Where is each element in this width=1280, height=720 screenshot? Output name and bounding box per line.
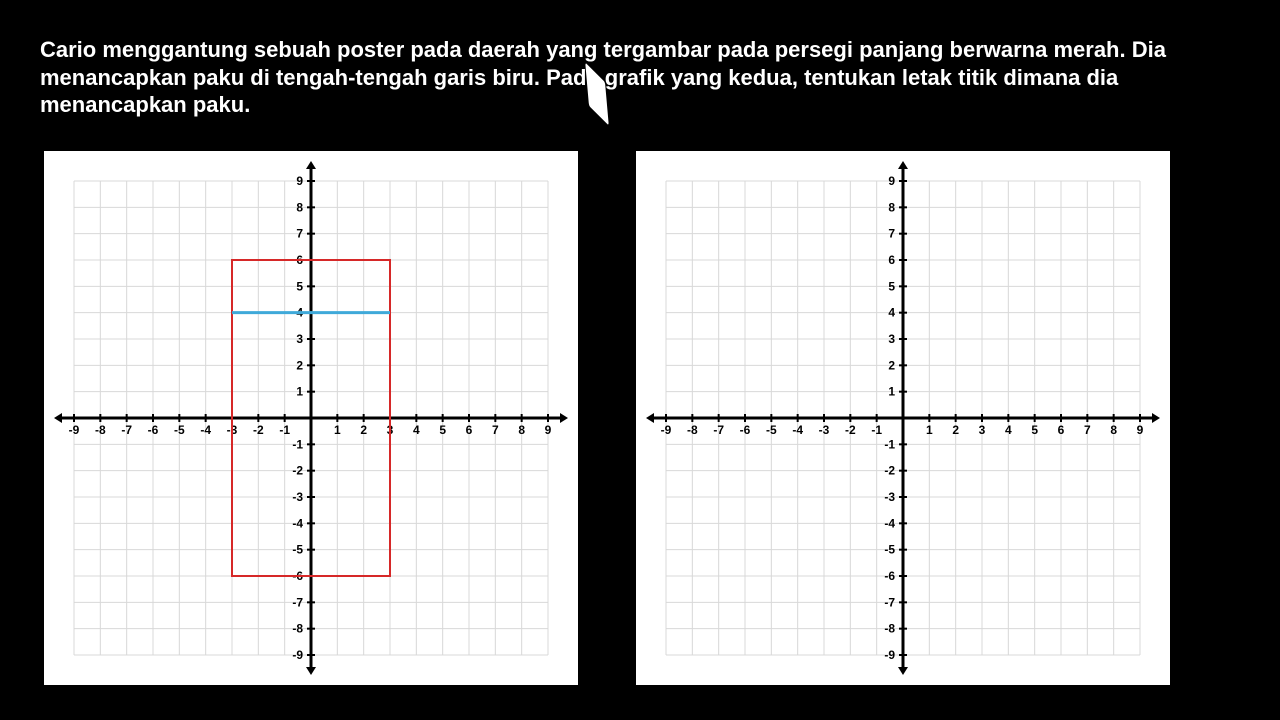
- svg-text:9: 9: [1137, 423, 1144, 437]
- svg-text:-5: -5: [292, 542, 303, 556]
- svg-text:1: 1: [888, 384, 895, 398]
- svg-text:-9: -9: [292, 648, 303, 662]
- svg-text:7: 7: [296, 226, 303, 240]
- left-grid-panel: -9-8-7-6-5-4-3-2-1123456789-9-8-7-6-5-4-…: [44, 151, 578, 685]
- svg-text:-3: -3: [819, 423, 830, 437]
- svg-text:7: 7: [492, 423, 499, 437]
- svg-text:2: 2: [296, 358, 303, 372]
- svg-text:-2: -2: [884, 463, 895, 477]
- svg-text:3: 3: [296, 332, 303, 346]
- svg-text:5: 5: [1031, 423, 1038, 437]
- svg-text:-4: -4: [200, 423, 211, 437]
- svg-text:3: 3: [979, 423, 986, 437]
- svg-text:-6: -6: [884, 569, 895, 583]
- svg-text:-1: -1: [884, 437, 895, 451]
- svg-text:8: 8: [296, 200, 303, 214]
- svg-text:-5: -5: [884, 542, 895, 556]
- right-grid-panel: -9 -8 -7 -6 -5 -4 -3 -2 -1 1 2 3 4 5 6 7 8 9 -9 -8 -7 -6 -5 -4 -…: [636, 151, 1170, 685]
- svg-text:-7: -7: [292, 595, 303, 609]
- svg-text:-7: -7: [121, 423, 132, 437]
- svg-text:-4: -4: [292, 516, 303, 530]
- svg-text:-7: -7: [884, 595, 895, 609]
- svg-text:-6: -6: [148, 423, 159, 437]
- svg-text:-9: -9: [884, 648, 895, 662]
- svg-text:-2: -2: [292, 463, 303, 477]
- svg-text:9: 9: [296, 174, 303, 188]
- svg-text:4: 4: [413, 423, 420, 437]
- svg-text:-9: -9: [69, 423, 80, 437]
- svg-text:-3: -3: [292, 490, 303, 504]
- svg-text:-1: -1: [279, 423, 290, 437]
- right-coordinate-grid[interactable]: -9 -8 -7 -6 -5 -4 -3 -2 -1 1 2 3 4 5 6 7 8 9 -9 -8 -7 -6 -5 -4 -…: [636, 151, 1170, 685]
- svg-text:8: 8: [1110, 423, 1117, 437]
- svg-text:-8: -8: [95, 423, 106, 437]
- svg-text:2: 2: [952, 423, 959, 437]
- svg-text:-8: -8: [884, 621, 895, 635]
- svg-text:6: 6: [888, 253, 895, 267]
- svg-text:-1: -1: [871, 423, 882, 437]
- svg-text:-4: -4: [792, 423, 803, 437]
- svg-text:-7: -7: [713, 423, 724, 437]
- svg-text:8: 8: [518, 423, 525, 437]
- svg-text:5: 5: [888, 279, 895, 293]
- svg-text:7: 7: [1084, 423, 1091, 437]
- svg-text:9: 9: [545, 423, 552, 437]
- svg-text:5: 5: [296, 279, 303, 293]
- svg-text:-4: -4: [884, 516, 895, 530]
- svg-text:-6: -6: [740, 423, 751, 437]
- svg-text:-9: -9: [661, 423, 672, 437]
- svg-text:6: 6: [466, 423, 473, 437]
- svg-text:1: 1: [926, 423, 933, 437]
- svg-text:2: 2: [360, 423, 367, 437]
- svg-text:-8: -8: [687, 423, 698, 437]
- left-coordinate-grid: -9-8-7-6-5-4-3-2-1123456789-9-8-7-6-5-4-…: [44, 151, 578, 685]
- svg-text:2: 2: [888, 358, 895, 372]
- svg-text:3: 3: [888, 332, 895, 346]
- svg-text:1: 1: [334, 423, 341, 437]
- svg-text:1: 1: [296, 384, 303, 398]
- svg-text:6: 6: [1058, 423, 1065, 437]
- svg-text:-3: -3: [884, 490, 895, 504]
- svg-text:-5: -5: [766, 423, 777, 437]
- svg-text:4: 4: [888, 305, 895, 319]
- question-text: Cario menggantung sebuah poster pada dae…: [0, 0, 1280, 131]
- svg-text:4: 4: [1005, 423, 1012, 437]
- svg-text:9: 9: [888, 174, 895, 188]
- svg-text:7: 7: [888, 226, 895, 240]
- svg-text:-2: -2: [845, 423, 856, 437]
- svg-text:5: 5: [439, 423, 446, 437]
- svg-text:8: 8: [888, 200, 895, 214]
- svg-text:-8: -8: [292, 621, 303, 635]
- svg-text:-1: -1: [292, 437, 303, 451]
- svg-text:-5: -5: [174, 423, 185, 437]
- charts-container: -9 -8 -7 -6 -5 -4 -3 -2 -1 1 2 3 4 5 6 7 8 9 -9 -8 -7 -6 -5 -4 -…: [0, 131, 1280, 685]
- svg-text:-2: -2: [253, 423, 264, 437]
